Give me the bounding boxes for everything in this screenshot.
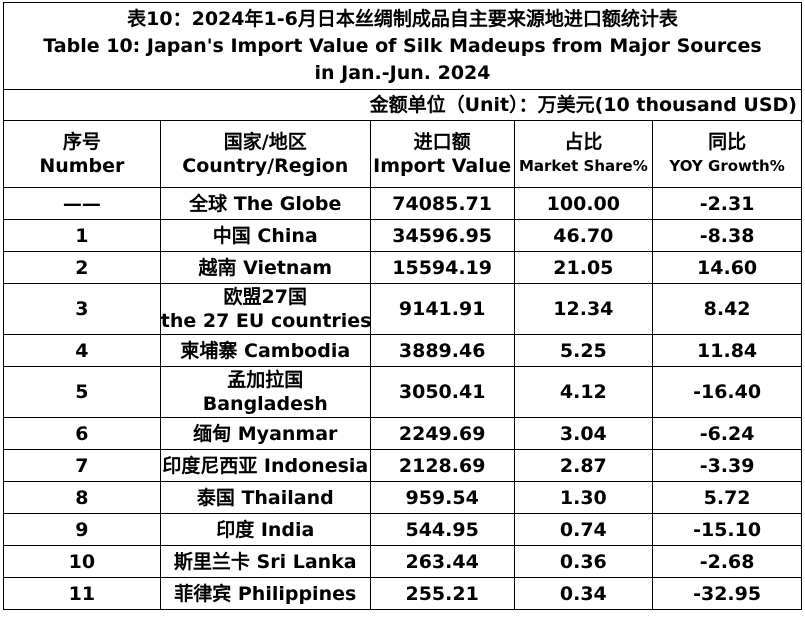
table-row: 6 缅甸 Myanmar 2249.69 3.04 -6.24 (3, 417, 802, 450)
cell-value: 255.21 (369, 577, 515, 610)
cell-value: 544.95 (369, 513, 515, 546)
cell-share: 5.25 (513, 334, 654, 367)
cell-region: 欧盟27国 the 27 EU countries (159, 283, 371, 335)
cell-region: 全球 The Globe (159, 187, 371, 220)
cell-region: 中国 China (159, 219, 371, 252)
cell-share: 0.36 (513, 545, 654, 578)
table-row: 3 欧盟27国 the 27 EU countries 9141.91 12.34 8.4… (3, 283, 802, 335)
header-value-en: Import Value (373, 155, 512, 177)
table-row: 9 印度 India 544.95 0.74 -15.10 (3, 513, 802, 546)
header-region-en: Country/Region (182, 155, 349, 177)
cell-region: 孟加拉国 Bangladesh (159, 366, 371, 418)
import-table: 表10：2024年1-6月日本丝绸制成品自主要来源地进口额统计表 Table 1… (3, 2, 802, 610)
table-row: 2 越南 Vietnam 15594.19 21.05 14.60 (3, 251, 802, 284)
region-line2: the 27 EU countries (160, 310, 371, 332)
cell-value: 15594.19 (369, 251, 515, 284)
cell-number: 10 (3, 545, 161, 578)
cell-region: 缅甸 Myanmar (159, 417, 371, 450)
header-row: 序号 Number 国家/地区 Country/Region 进口额 Impor… (3, 120, 802, 188)
title-en-line1: Table 10: Japan's Import Value of Silk M… (43, 34, 762, 57)
unit-label: 金额单位（Unit）：万美元(10 thousand USD) (3, 89, 802, 121)
table-row: —— 全球 The Globe 74085.71 100.00 -2.31 (3, 187, 802, 220)
cell-value: 2249.69 (369, 417, 515, 450)
cell-yoy: -3.39 (652, 449, 802, 482)
header-yoy-zh: 同比 (708, 131, 747, 153)
cell-share: 2.87 (513, 449, 654, 482)
header-number-en: Number (39, 155, 125, 177)
cell-share: 100.00 (513, 187, 654, 220)
cell-yoy: 14.60 (652, 251, 802, 284)
header-share-zh: 占比 (564, 131, 603, 153)
cell-share: 46.70 (513, 219, 654, 252)
header-value: 进口额 Import Value (369, 120, 515, 188)
header-share: 占比 Market Share% (513, 120, 654, 188)
cell-region: 柬埔寨 Cambodia (159, 334, 371, 367)
cell-value: 263.44 (369, 545, 515, 578)
title-en-line2: in Jan.-Jun. 2024 (314, 61, 491, 84)
cell-number: 6 (3, 417, 161, 450)
cell-share: 3.04 (513, 417, 654, 450)
header-yoy: 同比 YOY Growth% (652, 120, 802, 188)
cell-number: 5 (3, 366, 161, 418)
region-line2: Bangladesh (202, 393, 328, 415)
header-value-zh: 进口额 (413, 131, 471, 153)
header-region-zh: 国家/地区 (223, 131, 307, 153)
cell-number: 9 (3, 513, 161, 546)
cell-value: 3889.46 (369, 334, 515, 367)
header-number: 序号 Number (3, 120, 161, 188)
cell-share: 4.12 (513, 366, 654, 418)
header-yoy-en: YOY Growth% (669, 157, 785, 175)
header-region: 国家/地区 Country/Region (159, 120, 371, 188)
cell-number: 4 (3, 334, 161, 367)
table-row: 11 菲律宾 Philippines 255.21 0.34 -32.95 (3, 577, 802, 610)
cell-share: 1.30 (513, 481, 654, 514)
cell-share: 12.34 (513, 283, 654, 335)
cell-value: 959.54 (369, 481, 515, 514)
cell-yoy: -16.40 (652, 366, 802, 418)
header-number-zh: 序号 (62, 131, 101, 153)
cell-number: 7 (3, 449, 161, 482)
cell-region: 斯里兰卡 Sri Lanka (159, 545, 371, 578)
cell-number: 2 (3, 251, 161, 284)
cell-region: 菲律宾 Philippines (159, 577, 371, 610)
table-row: 5 孟加拉国 Bangladesh 3050.41 4.12 -16.40 (3, 366, 802, 418)
table-row: 8 泰国 Thailand 959.54 1.30 5.72 (3, 481, 802, 514)
cell-number: —— (3, 187, 161, 220)
table-row: 7 印度尼西亚 Indonesia 2128.69 2.87 -3.39 (3, 449, 802, 482)
table-row: 1 中国 China 34596.95 46.70 -8.38 (3, 219, 802, 252)
cell-region: 印度 India (159, 513, 371, 546)
cell-yoy: -6.24 (652, 417, 802, 450)
cell-number: 1 (3, 219, 161, 252)
region-line1: 孟加拉国 (227, 369, 304, 391)
header-share-en: Market Share% (518, 157, 648, 175)
title-zh: 表10：2024年1-6月日本丝绸制成品自主要来源地进口额统计表 (127, 7, 678, 30)
region-line1: 欧盟27国 (223, 286, 307, 308)
cell-value: 3050.41 (369, 366, 515, 418)
table-row: 10 斯里兰卡 Sri Lanka 263.44 0.36 -2.68 (3, 545, 802, 578)
table-row: 4 柬埔寨 Cambodia 3889.46 5.25 11.84 (3, 334, 802, 367)
cell-yoy: -8.38 (652, 219, 802, 252)
cell-number: 11 (3, 577, 161, 610)
cell-yoy: 5.72 (652, 481, 802, 514)
cell-share: 0.34 (513, 577, 654, 610)
cell-yoy: -15.10 (652, 513, 802, 546)
cell-yoy: 8.42 (652, 283, 802, 335)
cell-region: 泰国 Thailand (159, 481, 371, 514)
table-title: 表10：2024年1-6月日本丝绸制成品自主要来源地进口额统计表 Table 1… (3, 2, 802, 90)
cell-number: 8 (3, 481, 161, 514)
cell-value: 34596.95 (369, 219, 515, 252)
cell-value: 74085.71 (369, 187, 515, 220)
cell-share: 21.05 (513, 251, 654, 284)
cell-value: 2128.69 (369, 449, 515, 482)
cell-yoy: 11.84 (652, 334, 802, 367)
cell-region: 印度尼西亚 Indonesia (159, 449, 371, 482)
cell-number: 3 (3, 283, 161, 335)
cell-yoy: -2.68 (652, 545, 802, 578)
cell-share: 0.74 (513, 513, 654, 546)
cell-yoy: -32.95 (652, 577, 802, 610)
cell-region: 越南 Vietnam (159, 251, 371, 284)
cell-yoy: -2.31 (652, 187, 802, 220)
cell-value: 9141.91 (369, 283, 515, 335)
